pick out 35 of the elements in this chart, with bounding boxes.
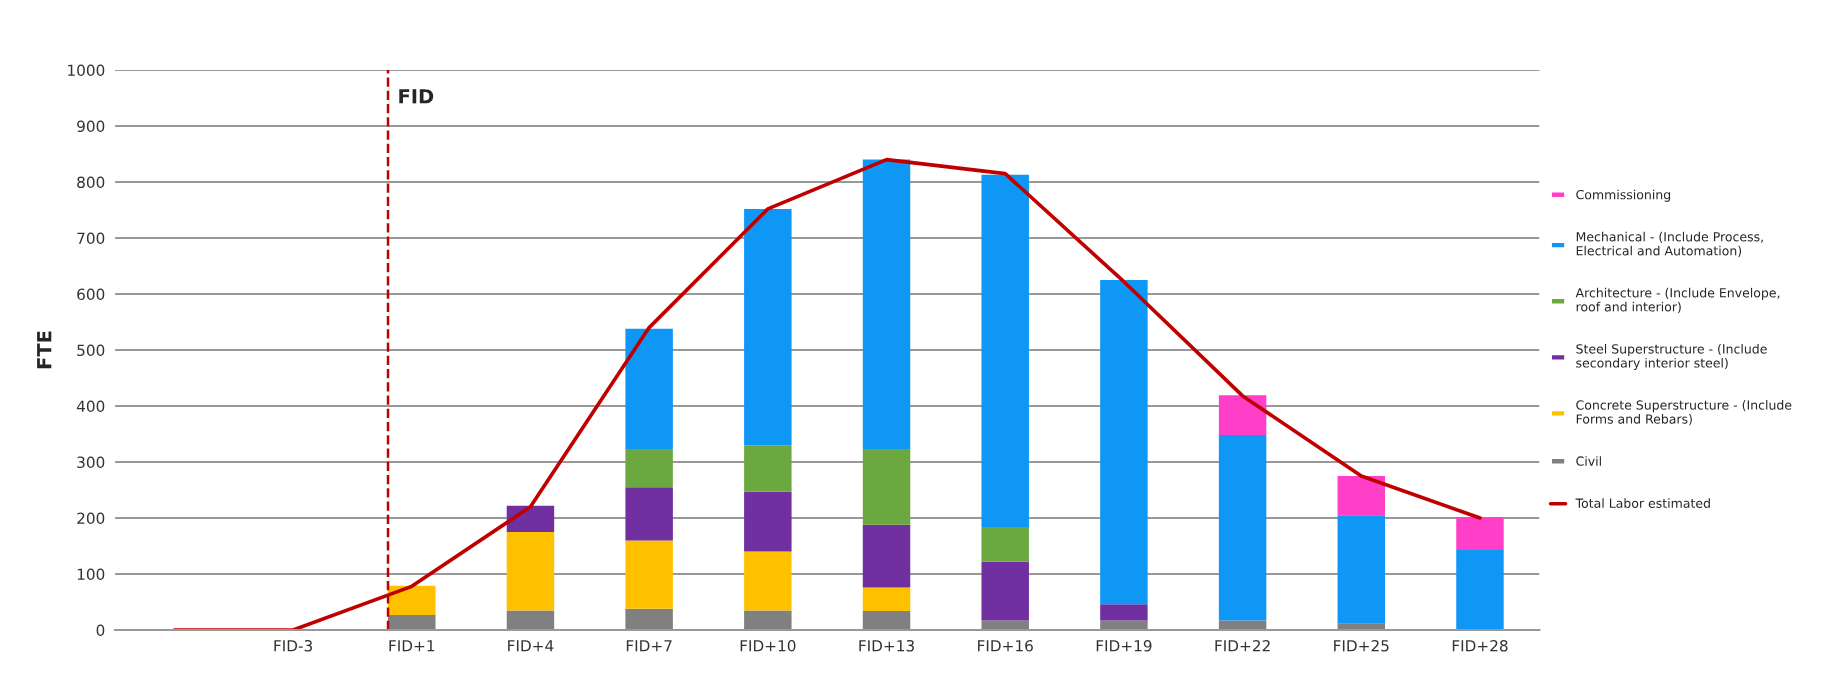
bar	[506, 532, 555, 611]
bar	[1218, 620, 1267, 630]
bar	[744, 445, 792, 492]
y-axis-title: FTE	[37, 331, 52, 369]
bar	[625, 487, 673, 541]
bar	[862, 610, 911, 630]
bar	[744, 491, 792, 552]
bar	[1337, 476, 1386, 516]
bar	[981, 526, 1029, 562]
bar	[506, 610, 555, 630]
bar	[981, 561, 1029, 621]
bar	[625, 328, 673, 450]
bar	[1100, 604, 1148, 621]
bar	[744, 610, 792, 630]
bar	[1100, 620, 1148, 630]
bar	[388, 585, 436, 615]
bar	[388, 614, 436, 630]
bar	[744, 551, 792, 611]
bar	[1456, 516, 1504, 550]
bar	[1218, 435, 1267, 621]
bar	[625, 540, 673, 609]
bar	[625, 608, 673, 630]
bar	[1218, 395, 1267, 436]
bar	[744, 208, 792, 446]
bar	[625, 449, 673, 488]
bar	[862, 159, 911, 450]
bar	[862, 587, 911, 611]
ref-line-label: FID	[399, 89, 434, 104]
bar	[1456, 549, 1504, 630]
bar	[1100, 280, 1148, 605]
bar	[981, 620, 1029, 630]
bar	[862, 449, 911, 525]
bar	[862, 524, 911, 588]
bar	[981, 174, 1029, 527]
bar	[1337, 515, 1386, 624]
